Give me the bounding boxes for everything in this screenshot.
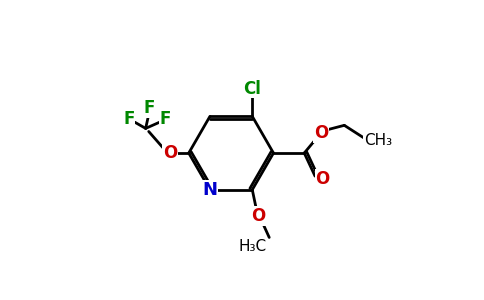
Text: O: O (316, 170, 330, 188)
Text: CH₃: CH₃ (364, 133, 392, 148)
Text: F: F (143, 99, 154, 117)
Text: N: N (202, 181, 217, 199)
Text: F: F (160, 110, 171, 128)
Text: O: O (251, 207, 266, 225)
Text: Cl: Cl (243, 80, 261, 98)
Text: O: O (314, 124, 328, 142)
Text: O: O (163, 144, 178, 162)
Text: H₃C: H₃C (238, 239, 266, 254)
Text: F: F (123, 110, 135, 128)
